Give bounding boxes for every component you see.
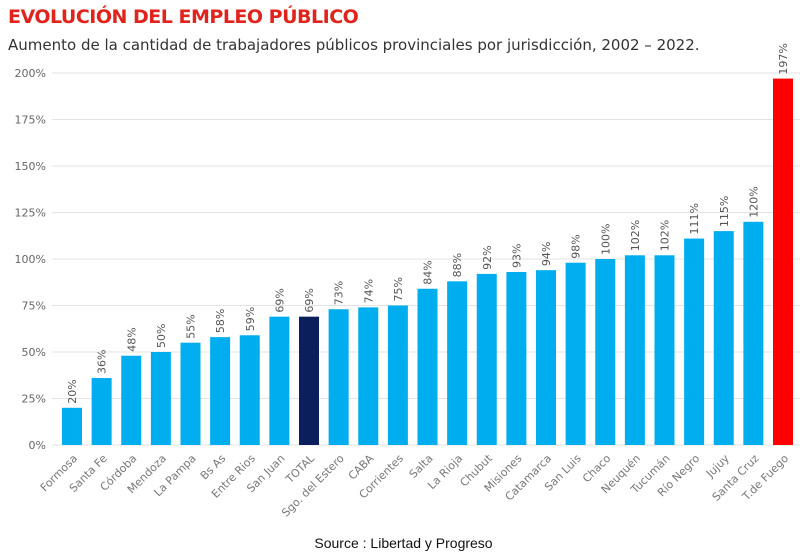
- y-tick-label: 175%: [15, 114, 46, 127]
- data-label: 75%: [392, 277, 405, 301]
- y-tick-label: 125%: [15, 207, 46, 220]
- data-label: 58%: [214, 309, 227, 333]
- data-label: 84%: [422, 260, 435, 284]
- y-tick-label: 50%: [22, 346, 46, 359]
- data-label: 88%: [451, 253, 464, 277]
- bar: [536, 270, 556, 445]
- bar-chart: 0%25%50%75%100%125%150%175%200%20%Formos…: [15, 43, 800, 520]
- bar: [743, 221, 764, 445]
- bar: [269, 316, 290, 445]
- data-label: 20%: [66, 379, 79, 403]
- data-label: 59%: [244, 307, 257, 331]
- bar: [654, 255, 675, 445]
- bar: [476, 273, 497, 445]
- bar: [773, 78, 793, 445]
- data-label: 115%: [718, 196, 731, 227]
- bar: [713, 231, 734, 445]
- bar: [565, 262, 586, 445]
- y-tick-label: 25%: [22, 393, 46, 406]
- bar: [150, 352, 171, 445]
- bar: [358, 307, 379, 445]
- chart-subtitle: Aumento de la cantidad de trabajadores p…: [8, 36, 700, 54]
- bar: [595, 259, 616, 445]
- bar: [328, 309, 349, 445]
- data-label: 69%: [303, 288, 316, 312]
- bar: [684, 238, 705, 445]
- bar: [62, 407, 82, 445]
- data-label: 73%: [333, 281, 346, 305]
- data-label: 94%: [540, 242, 553, 266]
- data-label: 98%: [570, 234, 583, 258]
- y-tick-label: 0%: [29, 439, 46, 452]
- data-label: 48%: [125, 327, 138, 351]
- bar: [506, 272, 527, 445]
- data-label: 93%: [510, 244, 523, 268]
- data-label: 111%: [688, 203, 701, 234]
- chart-title: EVOLUCIÓN DEL EMPLEO PÚBLICO: [8, 6, 359, 28]
- data-label: 74%: [362, 279, 375, 303]
- bar: [624, 255, 645, 445]
- data-label: 100%: [599, 224, 612, 255]
- bar: [387, 305, 408, 445]
- bar: [239, 335, 260, 445]
- data-label: 197%: [777, 43, 790, 74]
- data-label: 102%: [629, 220, 642, 251]
- y-tick-label: 100%: [15, 253, 46, 266]
- data-label: 102%: [659, 220, 672, 251]
- bar: [180, 342, 201, 445]
- bar: [121, 355, 142, 445]
- data-label: 36%: [96, 350, 109, 374]
- bar: [91, 378, 112, 445]
- y-tick-label: 200%: [15, 67, 46, 80]
- source-note: Source : Libertad y Progreso: [314, 535, 493, 551]
- y-tick-label: 75%: [22, 300, 46, 313]
- data-label: 50%: [155, 324, 168, 348]
- y-tick-label: 150%: [15, 160, 46, 173]
- bar: [447, 281, 468, 445]
- data-label: 92%: [481, 245, 494, 269]
- bar: [417, 288, 438, 445]
- data-label: 69%: [273, 288, 286, 312]
- data-label: 120%: [747, 186, 760, 217]
- bar: [210, 337, 231, 445]
- bar: [299, 316, 319, 445]
- data-label: 55%: [185, 314, 198, 338]
